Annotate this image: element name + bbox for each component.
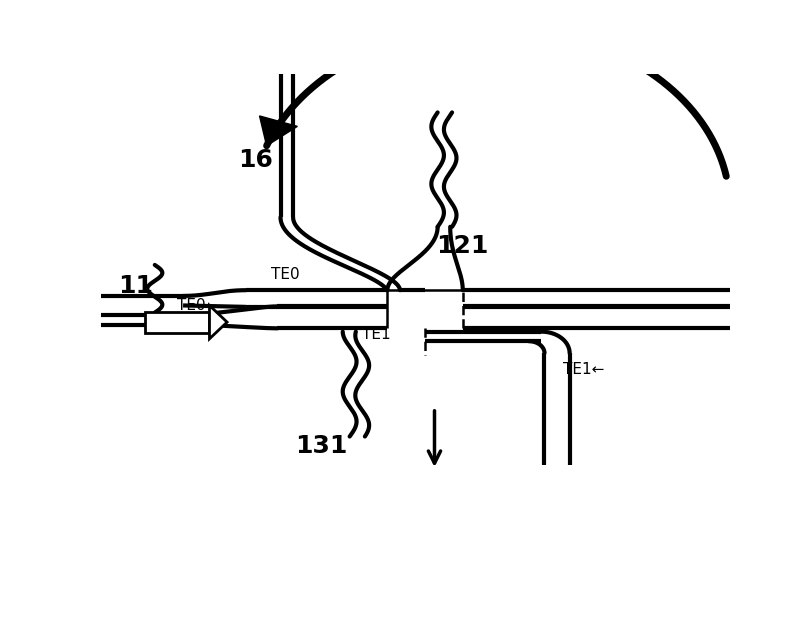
Text: TE0: TE0: [271, 267, 300, 282]
Text: TE1←: TE1←: [564, 362, 605, 378]
Text: 11: 11: [118, 274, 153, 298]
Text: 131: 131: [295, 434, 348, 458]
Text: TE1: TE1: [363, 327, 391, 342]
Polygon shape: [145, 311, 209, 332]
Text: TE0: TE0: [177, 298, 205, 313]
Polygon shape: [260, 116, 298, 146]
Text: 121: 121: [436, 234, 489, 258]
Text: 16: 16: [238, 148, 272, 172]
Polygon shape: [209, 305, 227, 339]
